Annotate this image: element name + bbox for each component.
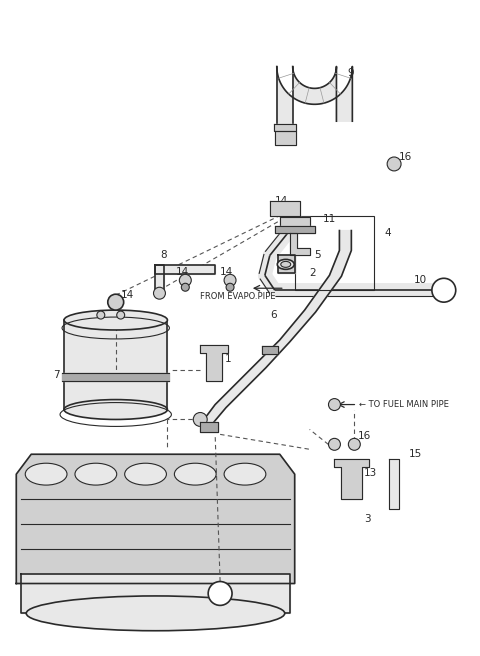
Polygon shape — [270, 201, 300, 216]
Ellipse shape — [281, 261, 291, 268]
Polygon shape — [21, 573, 290, 613]
Text: 8: 8 — [160, 251, 167, 260]
Circle shape — [154, 287, 166, 299]
Text: 1: 1 — [225, 354, 232, 364]
Circle shape — [226, 283, 234, 291]
Text: 14: 14 — [275, 195, 288, 206]
Text: A: A — [441, 285, 447, 295]
Polygon shape — [200, 345, 228, 380]
Polygon shape — [156, 266, 215, 274]
Text: 6: 6 — [270, 310, 276, 320]
Circle shape — [328, 438, 340, 450]
Polygon shape — [275, 226, 314, 233]
Ellipse shape — [277, 259, 294, 270]
Polygon shape — [62, 373, 169, 380]
Polygon shape — [335, 459, 369, 499]
Ellipse shape — [26, 596, 285, 630]
Circle shape — [181, 283, 189, 291]
Ellipse shape — [174, 463, 216, 485]
Circle shape — [108, 294, 124, 310]
Circle shape — [328, 399, 340, 411]
Polygon shape — [389, 459, 399, 509]
Text: 15: 15 — [409, 449, 422, 459]
Text: 11: 11 — [323, 214, 336, 224]
Ellipse shape — [75, 463, 117, 485]
Ellipse shape — [64, 310, 168, 330]
Circle shape — [117, 311, 125, 319]
Polygon shape — [275, 131, 296, 145]
Circle shape — [224, 274, 236, 286]
Circle shape — [387, 157, 401, 171]
Polygon shape — [262, 346, 278, 354]
Text: 5: 5 — [314, 251, 321, 260]
Text: 13: 13 — [364, 468, 378, 478]
Polygon shape — [274, 124, 296, 131]
Polygon shape — [200, 422, 218, 432]
Circle shape — [180, 274, 192, 286]
Text: 16: 16 — [399, 152, 412, 162]
Polygon shape — [277, 66, 352, 126]
Ellipse shape — [64, 400, 168, 419]
Text: 14: 14 — [220, 268, 233, 277]
Text: FROM EVAPO.PIPE: FROM EVAPO.PIPE — [200, 292, 276, 300]
Text: 12: 12 — [205, 424, 218, 434]
Text: 7: 7 — [53, 370, 60, 380]
Text: 4: 4 — [384, 228, 391, 237]
Polygon shape — [16, 454, 295, 584]
Text: 16: 16 — [357, 432, 371, 441]
Text: 3: 3 — [364, 514, 371, 524]
Ellipse shape — [25, 463, 67, 485]
Polygon shape — [156, 266, 165, 290]
Ellipse shape — [125, 463, 167, 485]
Polygon shape — [290, 233, 310, 255]
Polygon shape — [280, 216, 310, 228]
Circle shape — [208, 581, 232, 605]
Text: 10: 10 — [414, 276, 427, 285]
Text: A: A — [217, 588, 223, 598]
Text: 2: 2 — [310, 268, 316, 278]
Text: 14: 14 — [120, 290, 134, 300]
Circle shape — [97, 311, 105, 319]
Bar — [295, 216, 374, 290]
Ellipse shape — [224, 463, 266, 485]
Text: ← TO FUEL MAIN PIPE: ← TO FUEL MAIN PIPE — [360, 400, 449, 409]
Polygon shape — [64, 320, 168, 409]
Circle shape — [193, 413, 207, 426]
Circle shape — [348, 438, 360, 450]
Polygon shape — [200, 230, 351, 426]
Polygon shape — [278, 255, 295, 274]
Circle shape — [432, 278, 456, 302]
Text: 9: 9 — [348, 68, 354, 79]
Text: 14: 14 — [175, 268, 189, 277]
